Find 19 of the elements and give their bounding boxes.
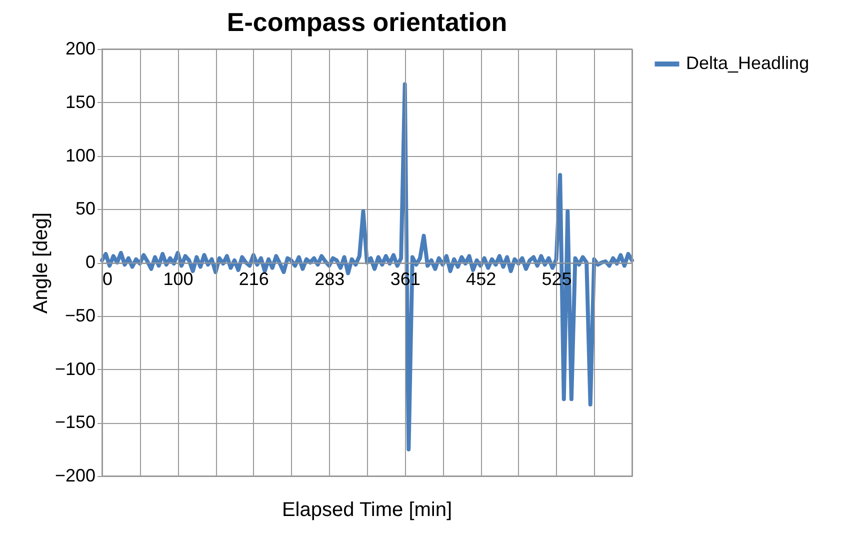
- y-tick-label: −200: [54, 466, 96, 486]
- y-tick-label: 50: [75, 198, 96, 219]
- x-tick-label: 452: [466, 269, 496, 289]
- chart-title: E-compass orientation: [226, 7, 508, 37]
- x-tick-label: 216: [238, 269, 269, 289]
- y-tick-label: 150: [65, 92, 96, 112]
- y-tick-label: −150: [54, 412, 96, 432]
- y-tick-label: 100: [65, 145, 96, 166]
- x-tick-label: 100: [163, 269, 194, 289]
- x-axis-title: Elapsed Time [min]: [282, 499, 452, 521]
- y-axis-title: Angle [deg]: [30, 212, 52, 314]
- x-tick-label: 0: [102, 269, 113, 289]
- y-tick-label: 0: [85, 252, 96, 272]
- y-tick-label: 200: [65, 38, 96, 58]
- y-tick-label: −100: [54, 358, 96, 379]
- x-tick-label: 283: [314, 269, 345, 289]
- line-series: [100, 82, 634, 452]
- y-tick-label: −50: [64, 305, 96, 326]
- legend-label: Delta_Headling: [686, 53, 810, 73]
